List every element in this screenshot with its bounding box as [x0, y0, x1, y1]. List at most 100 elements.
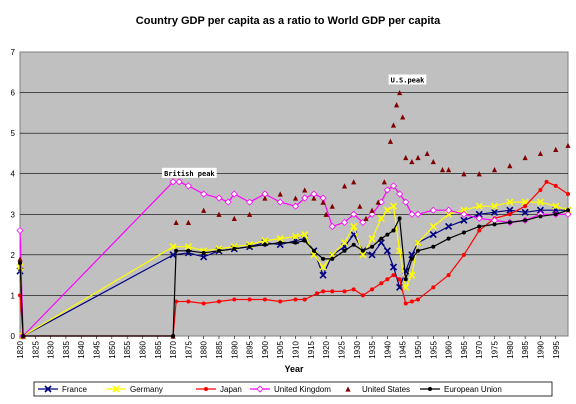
germany-point — [460, 206, 468, 214]
germany-point — [429, 222, 437, 231]
y-axis-ticks: 0 1 2 3 4 5 6 7 — [11, 48, 16, 341]
european-union-point — [171, 334, 176, 338]
y-tick-label: 3 — [11, 210, 16, 219]
united-states-point — [375, 199, 381, 205]
x-tick-label: 1980 — [506, 340, 515, 358]
united-states-point — [461, 171, 467, 177]
germany-point — [319, 263, 327, 271]
france-point — [383, 247, 391, 255]
european-union-point — [523, 218, 528, 223]
united-kingdom-point — [460, 210, 468, 218]
x-tick-label: 1950 — [414, 340, 423, 358]
legend-marker-united-kingdom — [256, 385, 264, 393]
x-tick-label: 1960 — [445, 340, 454, 358]
european-union-point — [293, 240, 298, 245]
united-states-point — [476, 171, 482, 177]
x-tick-label: 1855 — [123, 340, 132, 358]
united-kingdom-point — [383, 186, 391, 194]
x-tick-label: 1990 — [536, 340, 545, 358]
germany-point — [445, 210, 453, 218]
united-states-point — [262, 195, 268, 201]
united-states-point — [302, 187, 308, 193]
germany-point — [396, 247, 404, 255]
germany-point — [506, 198, 514, 206]
european-union-point — [397, 216, 402, 221]
united-states-point — [507, 163, 513, 169]
x-tick-label: 1985 — [521, 340, 530, 358]
japan-point — [216, 299, 221, 304]
x-tick-label: 1895 — [246, 340, 255, 358]
united-kingdom-point — [564, 210, 572, 218]
japan-point — [397, 277, 402, 282]
y-tick-label: 1 — [11, 291, 16, 300]
united-states-point — [393, 102, 400, 108]
united-states-point — [17, 256, 23, 262]
france-point — [475, 210, 483, 218]
japan-point — [247, 297, 252, 302]
japan-point — [302, 297, 307, 302]
japan-point — [403, 301, 408, 306]
european-union-point — [553, 212, 558, 217]
germany-point — [276, 235, 284, 243]
united-kingdom-point — [445, 206, 453, 214]
united-states-point — [277, 191, 283, 197]
x-tick-label: 1870 — [169, 340, 178, 358]
france-point — [536, 206, 545, 214]
germany-point — [552, 202, 560, 210]
european-union-point — [351, 242, 356, 247]
germany-point — [408, 271, 416, 279]
united-states-point — [247, 211, 253, 217]
united-states-point — [491, 167, 498, 173]
european-union-point — [385, 232, 390, 237]
annotation-label: U.S.peak — [391, 77, 426, 85]
annotations: British peak U.S.peak — [162, 74, 427, 178]
united-states-point — [369, 207, 375, 213]
germany-point — [536, 198, 545, 206]
germany-point — [368, 235, 376, 243]
japan-point — [351, 287, 356, 292]
united-states-point — [329, 203, 335, 209]
european-union-point — [566, 208, 570, 213]
united-kingdom-point — [246, 198, 254, 206]
x-tick-label: 1920 — [322, 340, 331, 358]
x-tick-label: 1925 — [337, 340, 346, 358]
european-union-point — [370, 244, 375, 249]
european-union-point — [262, 242, 267, 247]
x-tick-label: 1845 — [93, 340, 102, 358]
france-point — [169, 251, 177, 259]
x-tick-label: 1900 — [261, 340, 270, 358]
x-axis-label: Year — [284, 364, 304, 374]
japan-point — [385, 277, 390, 282]
european-union-point — [403, 277, 408, 282]
japan-point — [262, 297, 267, 302]
japan-point — [461, 252, 466, 257]
germany-point — [261, 237, 269, 245]
european-union-point — [311, 248, 316, 253]
x-tick-label: 1995 — [552, 340, 561, 358]
france-point — [506, 206, 514, 214]
united-kingdom-point — [389, 182, 398, 190]
x-axis-ticks: 1820 1825 1830 1835 1840 1845 1850 1855 1860 1865… — [16, 336, 561, 359]
x-tick-label: 1945 — [399, 340, 408, 358]
legend-label-japan: Japan — [220, 385, 242, 394]
germany-point — [340, 239, 349, 247]
european-union-point — [247, 244, 252, 249]
united-kingdom-point — [359, 218, 367, 226]
united-states-point — [341, 183, 348, 189]
european-union-point — [342, 248, 347, 253]
european-union-point — [431, 244, 436, 249]
germany-point — [414, 239, 422, 247]
united-states-point — [537, 150, 544, 157]
united-kingdom-point — [169, 178, 177, 186]
japan-point — [379, 281, 384, 286]
legend-label-france: France — [62, 385, 87, 394]
united-states-point — [400, 114, 406, 120]
japan-point — [446, 273, 451, 278]
european-union-point — [302, 238, 307, 243]
european-union-point — [446, 236, 451, 241]
european-union-point — [232, 246, 237, 251]
germany-point — [389, 202, 398, 210]
legend: France Germany Japan United Kingdom United S… — [33, 381, 553, 397]
germany-point — [291, 233, 300, 241]
